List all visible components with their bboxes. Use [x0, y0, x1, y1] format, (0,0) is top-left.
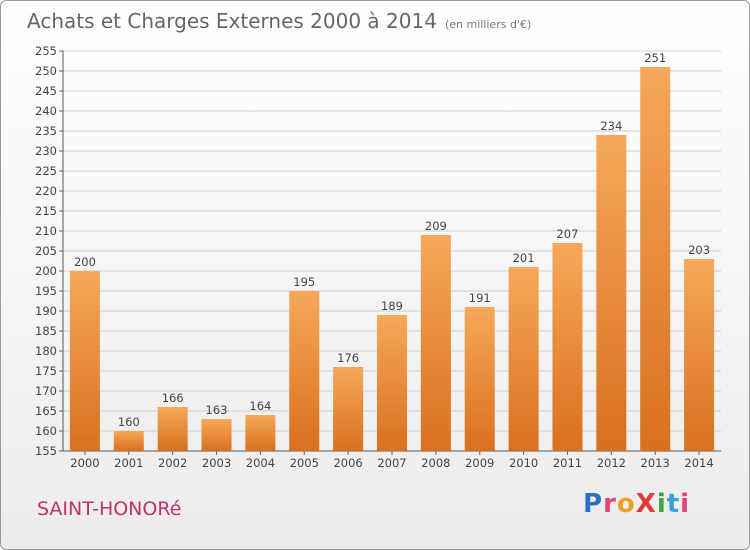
- bar-value-label: 200: [74, 255, 96, 269]
- bar-value-label: 234: [600, 119, 622, 133]
- chart-title-text: Achats et Charges Externes 2000 à 2014: [27, 9, 437, 33]
- bar-value-label: 207: [556, 227, 578, 241]
- bar-value-label: 163: [206, 403, 228, 417]
- bar: [157, 407, 188, 451]
- x-tick-label: 2012: [597, 456, 626, 470]
- bar: [684, 259, 715, 451]
- logo-letter: X: [635, 489, 657, 519]
- y-tick-label: 175: [35, 364, 57, 378]
- bar-value-label: 166: [162, 391, 184, 405]
- y-tick-label: 195: [35, 284, 57, 298]
- x-tick-label: 2005: [290, 456, 319, 470]
- bar: [201, 419, 232, 451]
- bar-value-label: 191: [469, 291, 491, 305]
- x-tick-label: 2000: [70, 456, 99, 470]
- y-tick-label: 180: [35, 344, 57, 358]
- bar: [420, 235, 451, 451]
- x-tick-label: 2010: [509, 456, 538, 470]
- bar-value-label: 176: [337, 351, 359, 365]
- bar: [552, 243, 583, 451]
- y-tick-label: 225: [35, 164, 57, 178]
- bar: [508, 267, 539, 451]
- bar-value-label: 201: [513, 251, 535, 265]
- bar-value-label: 203: [688, 243, 710, 257]
- y-tick-label: 165: [35, 404, 57, 418]
- y-tick-label: 250: [35, 64, 57, 78]
- x-tick-label: 2007: [377, 456, 406, 470]
- logo-letter: o: [616, 489, 636, 519]
- x-tick-label: 2013: [641, 456, 670, 470]
- y-tick-label: 185: [35, 324, 57, 338]
- logo-letter: i: [656, 489, 667, 519]
- logo-letter: i: [680, 489, 691, 519]
- x-tick-label: 2004: [246, 456, 275, 470]
- bar: [113, 431, 144, 451]
- bar: [289, 291, 320, 451]
- bar: [69, 271, 100, 451]
- bar: [245, 415, 276, 451]
- y-tick-label: 210: [35, 224, 57, 238]
- bar-value-label: 164: [249, 399, 271, 413]
- bar: [640, 67, 671, 451]
- bar: [333, 367, 364, 451]
- y-tick-label: 205: [35, 244, 57, 258]
- chart-title: Achats et Charges Externes 2000 à 2014 (e…: [27, 9, 531, 33]
- logo-letter: r: [603, 489, 617, 519]
- y-tick-label: 240: [35, 104, 57, 118]
- y-tick-label: 160: [35, 424, 57, 438]
- bar: [377, 315, 407, 451]
- proxiti-logo: ProXiti: [583, 489, 690, 519]
- bar: [464, 307, 495, 451]
- y-tick-label: 255: [35, 44, 57, 58]
- x-tick-label: 2008: [421, 456, 450, 470]
- x-tick-label: 2002: [158, 456, 187, 470]
- x-tick-label: 2006: [333, 456, 362, 470]
- y-tick-label: 170: [35, 384, 57, 398]
- x-tick-label: 2001: [114, 456, 143, 470]
- y-tick-label: 155: [35, 444, 57, 458]
- y-tick-label: 190: [35, 304, 57, 318]
- bar-value-label: 195: [293, 275, 315, 289]
- x-tick-label: 2011: [553, 456, 582, 470]
- y-tick-label: 235: [35, 124, 57, 138]
- bar-value-label: 209: [425, 219, 447, 233]
- logo-letter: t: [666, 489, 681, 519]
- x-tick-label: 2003: [202, 456, 231, 470]
- commune-name: SAINT-HONORé: [37, 498, 182, 520]
- bar-value-label: 251: [644, 51, 666, 65]
- y-tick-label: 200: [35, 264, 57, 278]
- x-tick-label: 2009: [465, 456, 494, 470]
- bar-value-label: 160: [118, 415, 140, 429]
- bar-value-label: 189: [381, 299, 403, 313]
- y-tick-label: 230: [35, 144, 57, 158]
- chart-subtitle: (en milliers d'€): [444, 18, 532, 31]
- logo-letter: P: [583, 489, 604, 519]
- bar: [596, 135, 627, 451]
- x-tick-label: 2014: [684, 456, 713, 470]
- y-tick-label: 245: [35, 84, 57, 98]
- y-tick-label: 220: [35, 184, 57, 198]
- y-tick-label: 215: [35, 204, 57, 218]
